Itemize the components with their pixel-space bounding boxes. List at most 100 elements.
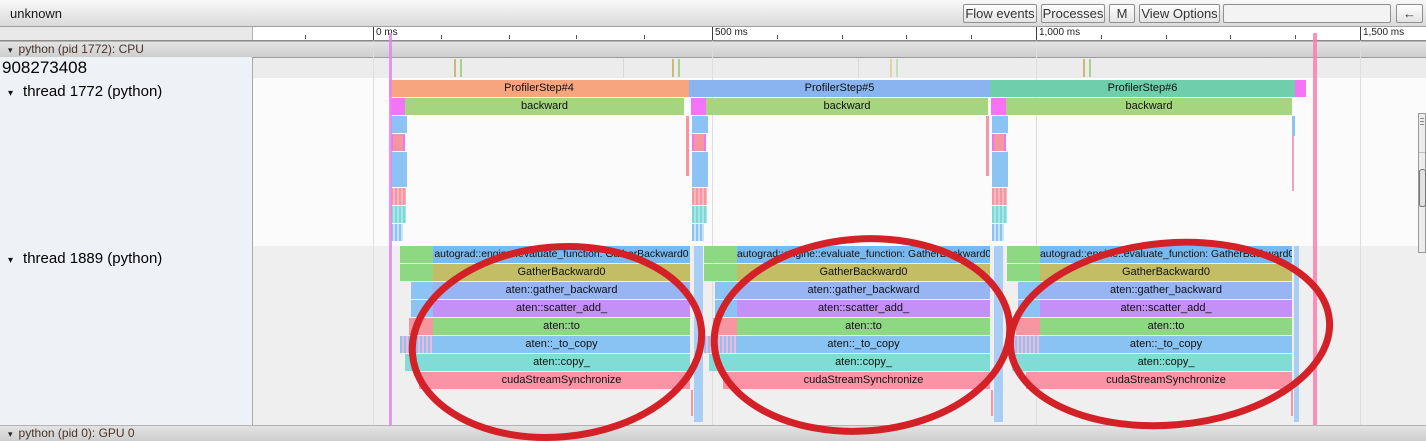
- toolbar-button-view-options[interactable]: View Options: [1139, 4, 1220, 23]
- slice-ramp-block[interactable]: [709, 354, 737, 371]
- process-header-cpu[interactable]: ▾ python (pid 1772): CPU: [0, 41, 1426, 57]
- ruler-major-tick: [1036, 27, 1037, 40]
- slice-ramp-block[interactable]: [704, 336, 737, 353]
- slice-ramp-block[interactable]: [411, 282, 433, 299]
- thread-1772-label[interactable]: ▾ thread 1772 (python): [8, 83, 163, 100]
- slice-ramp-block[interactable]: [723, 372, 737, 389]
- slice-backward[interactable]: backward: [1006, 98, 1292, 115]
- slice-gatherbackward0[interactable]: GatherBackward0: [1040, 264, 1292, 281]
- slice-aten-copy-[interactable]: aten::copy_: [1040, 354, 1292, 371]
- slice-aten-to[interactable]: aten::to: [1040, 318, 1292, 335]
- slice-autograd-engine-evaluate-function-gatherbackward0[interactable]: autograd::engine::evaluate_function: Gat…: [1040, 246, 1292, 263]
- slice-callstack-block[interactable]: [692, 224, 704, 241]
- slice-callstack-block[interactable]: [391, 116, 407, 133]
- slice-callstack-block[interactable]: [692, 116, 708, 133]
- slice-backward[interactable]: backward: [405, 98, 684, 115]
- slice-aten-gather-backward[interactable]: aten::gather_backward: [1040, 282, 1292, 299]
- slice-aten-to-copy[interactable]: aten::_to_copy: [737, 336, 990, 353]
- ruler-minor-tick: [1295, 35, 1296, 39]
- collapse-arrow-icon[interactable]: ▾: [8, 429, 13, 439]
- slice-ramp-block[interactable]: [713, 318, 737, 335]
- slice-cap[interactable]: [390, 98, 405, 115]
- slice-callstack-block[interactable]: [391, 152, 407, 187]
- slice-ramp-block[interactable]: [715, 282, 737, 299]
- toolbar-button-flow-events[interactable]: Flow events: [963, 4, 1037, 23]
- slice-callstack-block[interactable]: [692, 134, 706, 151]
- slice-callstack-block[interactable]: [391, 134, 405, 151]
- counter-event-tick: [672, 59, 674, 77]
- slice-ramp-block[interactable]: [1007, 336, 1040, 353]
- slice-ramp-block[interactable]: [704, 246, 737, 263]
- vertical-scrollbar[interactable]: [1418, 113, 1426, 253]
- collapse-arrow-icon[interactable]: ▾: [8, 45, 13, 55]
- slice-callstack-block[interactable]: [391, 224, 403, 241]
- slice-gatherbackward0[interactable]: GatherBackward0: [433, 264, 690, 281]
- slice-callstack-block[interactable]: [992, 134, 1006, 151]
- slice-autograd-engine-evaluate-function-gatherbackward0[interactable]: autograd::engine::evaluate_function: Gat…: [433, 246, 690, 263]
- scrollbar-thumb[interactable]: [1419, 169, 1426, 207]
- slice-autograd-engine-evaluate-function-gatherbackward0[interactable]: autograd::engine::evaluate_function: Gat…: [737, 246, 990, 263]
- slice-aten-to[interactable]: aten::to: [737, 318, 990, 335]
- ruler-minor-tick: [1101, 35, 1102, 39]
- slice-callstack-block[interactable]: [692, 206, 707, 223]
- ruler-minor-tick: [777, 35, 778, 39]
- slice-ramp-block[interactable]: [400, 246, 433, 263]
- slice-ramp-block[interactable]: [1026, 372, 1040, 389]
- slice-callstack-block[interactable]: [992, 224, 1004, 241]
- slice-aten-copy-[interactable]: aten::copy_: [433, 354, 690, 371]
- slice-callstack-block[interactable]: [391, 188, 406, 205]
- slice-aten-to[interactable]: aten::to: [433, 318, 690, 335]
- slice-callstack-block[interactable]: [391, 206, 406, 223]
- slice-callstack-block[interactable]: [992, 206, 1007, 223]
- slice-callstack-block[interactable]: [692, 188, 707, 205]
- slice-callstack-block[interactable]: [992, 116, 1008, 133]
- slice-profilerstep#5[interactable]: ProfilerStep#5: [689, 80, 990, 97]
- slice-ramp-block[interactable]: [1007, 264, 1040, 281]
- slice-aten-to-copy[interactable]: aten::_to_copy: [1040, 336, 1292, 353]
- window-title: unknown: [10, 6, 63, 21]
- slice-aten-scatter-add-[interactable]: aten::scatter_add_: [1040, 300, 1292, 317]
- slice-ramp-block[interactable]: [411, 300, 433, 317]
- slice-backward[interactable]: backward: [706, 98, 988, 115]
- slice-ramp-block[interactable]: [400, 336, 433, 353]
- slice-ramp-block[interactable]: [704, 264, 737, 281]
- ruler-minor-tick: [906, 35, 907, 39]
- slice-aten-copy-[interactable]: aten::copy_: [737, 354, 990, 371]
- nav-back-button[interactable]: ←: [1396, 4, 1423, 23]
- slice-ramp-block[interactable]: [419, 372, 433, 389]
- slice-ramp-block[interactable]: [1016, 318, 1040, 335]
- slice-cudastreamsynchronize[interactable]: cudaStreamSynchronize: [1040, 372, 1292, 389]
- slice-ramp-block[interactable]: [409, 318, 433, 335]
- slice-ramp-block[interactable]: [1007, 246, 1040, 263]
- toolbar-button-m[interactable]: M: [1109, 4, 1135, 23]
- slice-aten-scatter-add-[interactable]: aten::scatter_add_: [737, 300, 990, 317]
- slice-callstack-block[interactable]: [692, 152, 708, 187]
- collapse-arrow-icon[interactable]: ▾: [8, 255, 14, 266]
- toolbar-button-processes[interactable]: Processes: [1041, 4, 1105, 23]
- slice-callstack-block[interactable]: [992, 188, 1007, 205]
- slice-ramp-block[interactable]: [1018, 300, 1040, 317]
- slice-ramp-block[interactable]: [1018, 282, 1040, 299]
- slice-ramp-block[interactable]: [1012, 354, 1040, 371]
- search-input[interactable]: [1223, 4, 1391, 23]
- slice-cap[interactable]: [991, 98, 1006, 115]
- slice-ramp-block[interactable]: [405, 354, 433, 371]
- process-header-gpu[interactable]: ▾ python (pid 0): GPU 0: [0, 425, 1426, 441]
- slice-cudastreamsynchronize[interactable]: cudaStreamSynchronize: [737, 372, 990, 389]
- ruler-tick-label: 500 ms: [715, 27, 748, 38]
- slice-ramp-block[interactable]: [715, 300, 737, 317]
- slice-callstack-block[interactable]: [992, 152, 1008, 187]
- slice-profilerstep#6[interactable]: ProfilerStep#6: [990, 80, 1295, 97]
- slice-aten-scatter-add-[interactable]: aten::scatter_add_: [433, 300, 690, 317]
- thread-1889-label[interactable]: ▾ thread 1889 (python): [8, 250, 163, 267]
- slice-aten-to-copy[interactable]: aten::_to_copy: [433, 336, 690, 353]
- slice-aten-gather-backward[interactable]: aten::gather_backward: [737, 282, 990, 299]
- slice-aten-gather-backward[interactable]: aten::gather_backward: [433, 282, 690, 299]
- slice-gatherbackward0[interactable]: GatherBackward0: [737, 264, 990, 281]
- slice-cap[interactable]: [691, 98, 706, 115]
- slice-step-end-cap[interactable]: [1295, 80, 1306, 97]
- slice-ramp-block[interactable]: [400, 264, 433, 281]
- slice-cudastreamsynchronize[interactable]: cudaStreamSynchronize: [433, 372, 690, 389]
- collapse-arrow-icon[interactable]: ▾: [8, 88, 14, 99]
- slice-profilerstep#4[interactable]: ProfilerStep#4: [389, 80, 689, 97]
